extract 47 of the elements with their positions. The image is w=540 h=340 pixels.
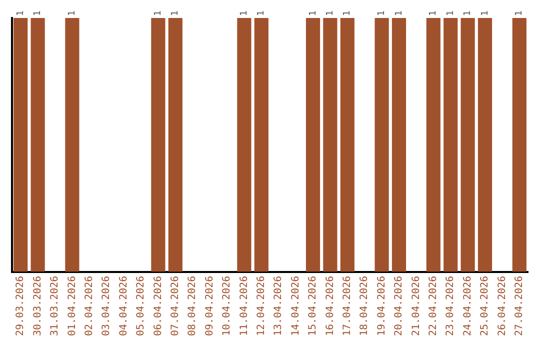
data-label: 1	[256, 10, 267, 16]
x-tick-label: 30.03.2026	[32, 276, 44, 336]
x-tick-label: 22.04.2026	[428, 276, 439, 336]
x-tick-label: 19.04.2026	[376, 276, 388, 336]
data-label: 1	[68, 10, 78, 16]
data-label: 1	[326, 10, 336, 16]
data-label: 1	[154, 10, 164, 16]
data-label: 1	[16, 10, 26, 16]
x-tick-label: 24.04.2026	[462, 276, 474, 336]
data-label: 1	[480, 10, 490, 16]
x-tick-label: 13.04.2026	[273, 276, 284, 336]
x-tick-label: 23.04.2026	[445, 276, 456, 336]
x-tick-label: 09.04.2026	[204, 276, 216, 336]
data-label: 1	[428, 10, 439, 16]
data-label: 1	[170, 10, 181, 16]
data-label: 1	[240, 10, 250, 16]
x-tick-label: 04.04.2026	[118, 276, 130, 336]
data-label: 1	[342, 10, 353, 16]
x-tick-label: 21.04.2026	[410, 276, 422, 336]
x-tick-label: 08.04.2026	[187, 276, 198, 336]
data-label: 1	[394, 10, 404, 16]
x-tick-label: 14.04.2026	[290, 276, 302, 336]
x-tick-label: 25.04.2026	[480, 276, 491, 336]
x-tick-label: 27.04.2026	[514, 276, 525, 336]
x-tick-label: 29.03.2026	[15, 276, 26, 336]
data-label: 1	[463, 10, 474, 16]
x-tick-label: 02.04.2026	[84, 276, 95, 336]
x-tick-label: 20.04.2026	[394, 276, 405, 336]
data-label: 1	[377, 10, 388, 16]
data-label: 1	[308, 10, 318, 16]
data-label: 1	[446, 10, 456, 16]
x-tick-label: 07.04.2026	[170, 276, 181, 336]
data-label: 1	[514, 10, 525, 16]
x-tick-label: 03.04.2026	[101, 276, 112, 336]
data-label: 1	[33, 10, 44, 16]
x-tick-label: 26.04.2026	[496, 276, 508, 336]
x-tick-label: 31.03.2026	[50, 276, 61, 336]
x-tick-label: 18.04.2026	[359, 276, 370, 336]
x-tick-label: 06.04.2026	[152, 276, 164, 336]
x-tick-label: 15.04.2026	[308, 276, 319, 336]
x-tick-label: 17.04.2026	[342, 276, 353, 336]
x-tick-label: 16.04.2026	[324, 276, 336, 336]
x-tick-label: 10.04.2026	[222, 276, 233, 336]
x-tick-label: 11.04.2026	[238, 276, 250, 336]
x-tick-label: 12.04.2026	[256, 276, 267, 336]
x-tick-label: 05.04.2026	[136, 276, 147, 336]
x-tick-label: 01.04.2026	[66, 276, 78, 336]
